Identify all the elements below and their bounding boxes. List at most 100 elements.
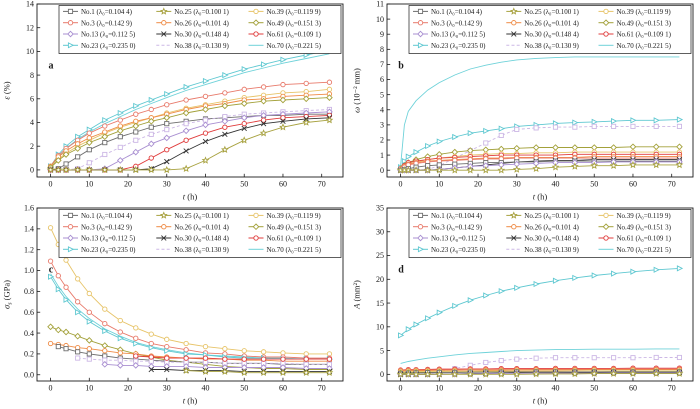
legend-label: No.3 (λ₀=0.142 9) [81,223,133,231]
x-tick-label: 40 [551,180,559,189]
legend-item-no26: No.26 (λ₀=0.101 4) [506,223,579,231]
legend: No.1 (λ₀=0.104 4) No.25 (λ₀=0.100 1) No.39… [58,5,342,54]
series-no70 [50,53,330,168]
legend-item-no61: No.61 (λ₀=0.109 1) [598,31,672,39]
plot-series [46,47,334,174]
chart-panel-b: 0 10 20 30 40 50 60 70 0 1 2 3 4 5 6 7 8 9 10 11 t (h) ω (10⁻… [350,0,700,204]
x-axis-label: t (h) [183,192,198,202]
series-no61 [133,353,333,362]
plot-series [47,225,334,376]
legend-item-no23: No.23 (λ₀=0.235 0) [413,246,486,254]
x-tick-label: 10 [435,180,443,189]
y-tick-label: 4 [380,105,384,114]
y-tick-label: 7 [380,60,384,69]
legend-item-no13: No.13 (λ₀=0.112 5) [63,31,136,39]
legend-label: No.30 (λ₀=0.148 4) [174,31,229,39]
x-axis-label: t (h) [533,192,548,202]
series-no3-line [50,260,330,359]
legend-label: No.49 (λ₀=0.151 3) [617,19,672,27]
x-axis-label: t (h) [533,396,548,406]
legend-label: No.25 (λ₀=0.100 1) [524,212,579,220]
legend-label: No.61 (λ₀=0.109 1) [617,31,672,39]
series-no3 [47,258,333,361]
legend-item-no70: No.70 (λ₀=0.221 5) [248,42,322,50]
legend-item-no23: No.23 (λ₀=0.235 0) [63,246,136,254]
y-tick-label: 2 [30,142,34,151]
x-tick-label: 10 [85,384,93,393]
y-tick-label: 15 [376,299,384,308]
chart-c: 0 10 20 30 40 50 60 70 0.0 0.2 0.4 0.6 0.8 1.0 1.2 1.4 1… [2,204,344,406]
series-no38-line [77,357,330,365]
legend-label: No.25 (λ₀=0.100 1) [524,8,579,16]
legend-item-no70: No.70 (λ₀=0.221 5) [248,246,322,254]
y-tick-label: 0 [380,166,384,175]
legend-label: No.1 (λ₀=0.104 4) [431,212,483,220]
series-no70 [50,273,330,360]
y-axis-label: ε (%) [2,81,12,99]
x-tick-label: 70 [318,384,326,393]
series-no70 [400,56,680,166]
y-tick-label: 10 [376,323,384,332]
legend: No.1 (λ₀=0.104 4) No.25 (λ₀=0.100 1) No.39… [408,5,692,54]
plot-series [396,56,684,174]
legend-label: No.38 (λ₀=0.130 9) [174,42,229,50]
x-tick-label: 50 [590,384,598,393]
legend-label: No.30 (λ₀=0.148 4) [524,31,579,39]
legend-box [408,209,692,258]
series-no25 [46,116,334,174]
legend-label: No.49 (λ₀=0.151 3) [267,19,322,27]
y-axis-label: σs (GPa) [2,280,14,309]
legend-item-no26: No.26 (λ₀=0.101 4) [506,19,579,27]
legend-item-no26: No.26 (λ₀=0.101 4) [156,19,229,27]
x-axis-label: t (h) [183,396,198,406]
legend-label: No.3 (λ₀=0.142 9) [431,19,483,27]
legend-label: No.70 (λ₀=0.221 5) [617,246,672,254]
legend-label: No.23 (λ₀=0.235 0) [81,42,136,50]
legend-item-no49: No.49 (λ₀=0.151 3) [598,19,672,27]
y-tick-label: 0.4 [24,329,34,338]
legend-box [58,5,342,54]
y-tick-label: 9 [380,30,384,39]
legend-item-no13: No.13 (λ₀=0.112 5) [413,235,486,243]
chart-panel-c: 0 10 20 30 40 50 60 70 0.0 0.2 0.4 0.6 0.8 1.0 1.2 1.4 1… [0,204,350,408]
series-no70-line [50,53,330,168]
legend-label: No.39 (λ₀=0.119 9) [617,212,672,220]
x-tick-label: 70 [668,384,676,393]
legend-item-no39: No.39 (λ₀=0.119 9) [598,8,671,16]
legend-label: No.1 (λ₀=0.104 4) [81,8,133,16]
legend-label: No.26 (λ₀=0.101 4) [524,19,579,27]
x-tick-label: 50 [240,180,248,189]
y-tick-label: 1.6 [24,204,34,213]
panel-letter: c [49,265,54,276]
y-axis-label: A (mm²) [352,280,362,310]
legend-label: No.23 (λ₀=0.235 0) [81,246,136,254]
legend-item-no30: No.30 (λ₀=0.148 4) [506,31,579,39]
legend-item-no1: No.1 (λ₀=0.104 4) [63,8,133,16]
legend-label: No.70 (λ₀=0.221 5) [617,42,672,50]
y-tick-label: 6 [380,75,384,84]
y-tick-label: 35 [376,204,384,213]
legend-label: No.13 (λ₀=0.112 5) [81,235,136,243]
legend-item-no61: No.61 (λ₀=0.109 1) [248,235,322,243]
y-tick-label: 10 [376,15,384,24]
legend-item-no26: No.26 (λ₀=0.101 4) [156,223,229,231]
legend-box [408,5,692,54]
legend-label: No.13 (λ₀=0.112 5) [431,31,486,39]
legend-item-no70: No.70 (λ₀=0.221 5) [598,246,672,254]
legend-item-no3: No.3 (λ₀=0.142 9) [413,19,483,27]
chart-a: 0 10 20 30 40 50 60 70 0 2 4 6 8 10 12 14 t (h) ε (%) No.1… [2,0,344,202]
legend-label: No.3 (λ₀=0.142 9) [81,19,133,27]
y-tick-label: 8 [380,45,384,54]
legend-label: No.70 (λ₀=0.221 5) [267,246,322,254]
y-tick-label: 0.0 [24,370,34,379]
axes: 0 10 20 30 40 50 60 70 0 2 4 6 8 10 12 14 [26,0,344,189]
chart-d: 0 10 20 30 40 50 60 70 0 5 10 15 20 25 30 35 t (h) A (mm²… [352,204,694,406]
series-no39-line [50,88,330,168]
series-no23-line [50,276,330,360]
legend-label: No.39 (λ₀=0.119 9) [267,8,322,16]
legend-label: No.39 (λ₀=0.119 9) [267,212,322,220]
axes: 0 10 20 30 40 50 60 70 0 1 2 3 4 5 6 7 8 9 10 11 [376,0,694,189]
x-tick-label: 30 [513,384,521,393]
y-tick-label: 14 [26,0,34,9]
